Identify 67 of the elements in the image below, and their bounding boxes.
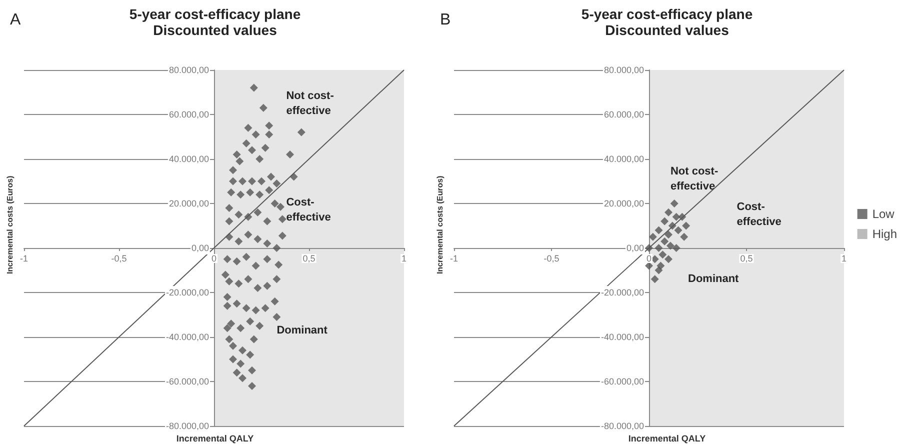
point xyxy=(682,222,690,230)
x-tick-label: 0,5 xyxy=(302,254,316,264)
annotation: Dominant xyxy=(688,273,740,286)
y-tick-label: -80.000,00 xyxy=(166,421,209,431)
y-tick-label: -60.000,00 xyxy=(600,376,644,386)
chart-title: 5-year cost-efficacy plane xyxy=(581,6,753,22)
x-tick-label: 1 xyxy=(841,254,847,264)
point xyxy=(654,244,663,252)
point xyxy=(664,255,672,264)
y-tick-label: -20.000,00 xyxy=(166,288,209,298)
point xyxy=(664,208,672,216)
annotation: Cost-effective xyxy=(286,196,331,224)
x-tick-label: 0,5 xyxy=(740,254,753,264)
chart-subtitle: Discounted values xyxy=(153,22,278,38)
y-tick-label: -80.000,00 xyxy=(600,421,644,431)
point xyxy=(645,244,653,252)
annotation: Not cost-effective xyxy=(286,90,334,117)
annotation: Not cost-effective xyxy=(670,166,718,193)
x-tick-label: -1 xyxy=(450,254,458,264)
point xyxy=(654,226,663,234)
x-tick-label: 0 xyxy=(646,254,652,264)
point xyxy=(666,242,674,250)
point xyxy=(680,232,688,241)
y-tick-label: 0,00 xyxy=(626,243,644,253)
y-tick-label: -40.000,00 xyxy=(166,332,209,342)
annotation: Cost-effective xyxy=(736,201,782,228)
point xyxy=(670,200,678,208)
y-tick-label: 20.000,00 xyxy=(604,198,644,208)
y-axis-title: Incremental costs (Euros) xyxy=(436,175,444,274)
y-tick-label: -40.000,00 xyxy=(600,332,644,342)
y-tick-label: 60.000,00 xyxy=(604,110,644,120)
point xyxy=(672,212,680,221)
point xyxy=(668,222,676,230)
point xyxy=(664,230,672,239)
x-tick-label: -0,5 xyxy=(544,254,560,264)
point xyxy=(658,250,667,259)
chart-subtitle: Discounted values xyxy=(605,22,730,38)
legend-label: Low xyxy=(872,207,895,221)
point xyxy=(672,244,680,252)
point xyxy=(648,232,657,241)
x-axis-title: Incremental QALY xyxy=(628,434,706,444)
y-tick-label: 40.000,00 xyxy=(604,154,644,164)
x-axis-title: Incremental QALY xyxy=(176,434,254,444)
point xyxy=(678,212,686,221)
y-tick-label: -20.000,00 xyxy=(600,288,644,298)
y-tick-label: -60.000,00 xyxy=(166,376,209,386)
text: A xyxy=(10,12,21,28)
point xyxy=(660,217,669,226)
chart-title: 5-year cost-efficacy plane xyxy=(129,6,301,22)
y-tick-label: 60.000,00 xyxy=(168,110,209,120)
x-tick-label: 0 xyxy=(211,254,217,264)
annotation: Dominant xyxy=(276,324,328,336)
legend-label: High xyxy=(872,227,898,241)
y-tick-label: 20.000,00 xyxy=(168,198,209,208)
x-tick-label: -0,5 xyxy=(111,254,127,264)
text: B xyxy=(440,12,451,28)
point xyxy=(674,226,682,234)
y-tick-label: 80.000,00 xyxy=(168,65,209,75)
y-tick-label: 40.000,00 xyxy=(168,154,209,164)
y-tick-label: 80.000,00 xyxy=(604,65,644,75)
x-tick-label: -1 xyxy=(20,254,28,264)
x-tick-label: 1 xyxy=(401,254,407,264)
y-axis-title: Incremental costs (Euros) xyxy=(6,175,14,274)
point xyxy=(656,262,665,270)
point xyxy=(650,275,659,284)
point xyxy=(660,237,669,246)
y-tick-label: 0,00 xyxy=(191,243,209,253)
